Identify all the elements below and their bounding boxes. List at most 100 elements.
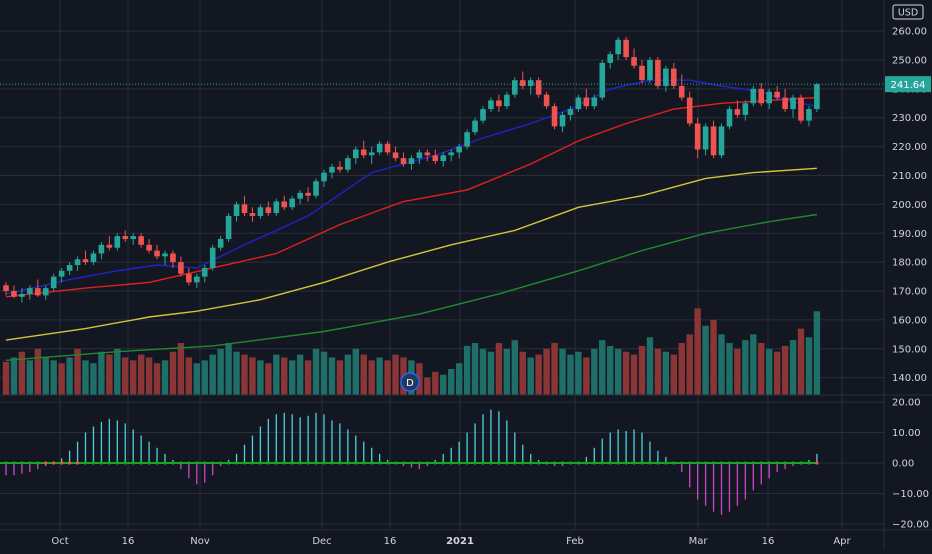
interval-badge[interactable] (400, 372, 420, 392)
volume-bar (360, 354, 367, 395)
osc-dot (68, 461, 72, 465)
candle-body (170, 253, 176, 263)
candle (655, 57, 661, 89)
candle (337, 161, 343, 173)
candle (74, 256, 81, 271)
candle-body (686, 97, 693, 124)
osc-dot (560, 461, 565, 465)
volume-bar (74, 348, 81, 395)
osc-dot (624, 461, 628, 465)
osc-dot (791, 461, 795, 465)
candle (35, 279, 41, 297)
candle (647, 57, 653, 84)
volume-bar (567, 354, 574, 395)
osc-dot (481, 461, 485, 465)
volume-bar (686, 334, 693, 395)
candle (774, 85, 780, 101)
candle-body (297, 192, 303, 199)
osc-dot (242, 461, 247, 465)
candles (3, 36, 820, 303)
candle (3, 282, 9, 296)
ma-long-line (5, 213, 818, 361)
candle-body (273, 201, 280, 214)
candle-body (631, 57, 637, 66)
volume-bar (766, 348, 773, 395)
volume-bar (416, 363, 423, 395)
candle-body (806, 109, 812, 121)
osc-dot (608, 461, 612, 465)
volume-bar (66, 357, 73, 395)
volume-bar (90, 363, 97, 395)
candle-body (432, 155, 439, 162)
volume-bar (670, 354, 677, 395)
ma-slow-line (5, 167, 817, 341)
volume-bar (479, 348, 487, 395)
osc-dot (20, 461, 24, 465)
candle-body (11, 291, 17, 297)
candle-body (313, 181, 319, 196)
candle (257, 204, 264, 219)
last-price-badge: 241.64 (885, 76, 931, 93)
candle (194, 273, 200, 289)
volume-bar (34, 348, 41, 395)
volume-bar (726, 343, 733, 395)
volume-bar (511, 340, 518, 395)
osc-dot (568, 461, 573, 465)
osc-tick-label: −20.00 (892, 519, 929, 530)
candle (726, 106, 733, 130)
volume-bar (217, 348, 224, 395)
volume-bar (734, 348, 741, 395)
candle (591, 94, 598, 110)
candle (440, 152, 447, 167)
price-tick-label: 200.00 (892, 200, 927, 211)
candle-body (702, 126, 709, 150)
candle (758, 83, 765, 107)
last-price-box (885, 76, 931, 93)
candle (678, 74, 685, 101)
candle-body (774, 91, 780, 98)
volume-bar (241, 354, 248, 395)
interval-label: D (406, 378, 414, 389)
time-tick-label: Mar (689, 536, 709, 547)
candle-body (3, 285, 9, 292)
candle (98, 241, 105, 260)
candle-body (615, 39, 621, 55)
candle (456, 143, 462, 159)
last-price-label: 241.64 (891, 80, 926, 91)
volume-bar (98, 351, 105, 395)
volume-bar (694, 308, 701, 395)
candle (686, 91, 693, 127)
osc-dot (552, 461, 557, 465)
candle (639, 59, 645, 84)
volume-bar (225, 343, 232, 395)
osc-dot (123, 461, 127, 465)
candle (790, 94, 796, 118)
osc-dot (219, 461, 223, 465)
volume-bar (42, 357, 49, 395)
candle (750, 85, 757, 107)
volume-bar (328, 357, 336, 395)
candle-body (337, 166, 343, 170)
candle-body (384, 143, 391, 153)
candle-body (440, 155, 447, 162)
candle (384, 140, 391, 156)
currency-badge[interactable] (892, 4, 924, 20)
osc-dot (195, 461, 199, 465)
candle (798, 94, 804, 124)
candle-body (42, 288, 49, 296)
osc-dot (163, 461, 167, 465)
candle (162, 250, 168, 266)
candle-body (98, 244, 105, 254)
volume-bar (185, 357, 193, 395)
osc-dot (282, 461, 286, 465)
osc-dot (648, 461, 652, 465)
candle-body (464, 132, 470, 147)
candle (241, 195, 248, 216)
candle (11, 285, 17, 299)
candle-body (178, 262, 184, 274)
candle (273, 198, 280, 216)
candle-body (353, 149, 359, 159)
osc-dot (759, 461, 763, 465)
volume-bar (344, 354, 352, 395)
candle-body (209, 247, 216, 268)
